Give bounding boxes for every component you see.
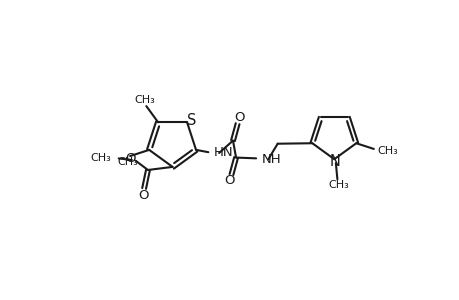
Text: CH₃: CH₃: [328, 180, 348, 190]
Text: CH₃: CH₃: [134, 95, 155, 105]
Text: NH: NH: [261, 153, 280, 166]
Text: S: S: [187, 113, 196, 128]
Text: N: N: [329, 154, 340, 169]
Text: O: O: [138, 189, 148, 202]
Text: CH₃: CH₃: [377, 146, 397, 156]
Text: O: O: [125, 152, 135, 165]
Text: CH₃: CH₃: [90, 153, 111, 163]
Text: CH₃: CH₃: [117, 157, 138, 167]
Text: HN: HN: [213, 146, 233, 160]
Text: O: O: [224, 174, 234, 187]
Text: O: O: [234, 111, 245, 124]
